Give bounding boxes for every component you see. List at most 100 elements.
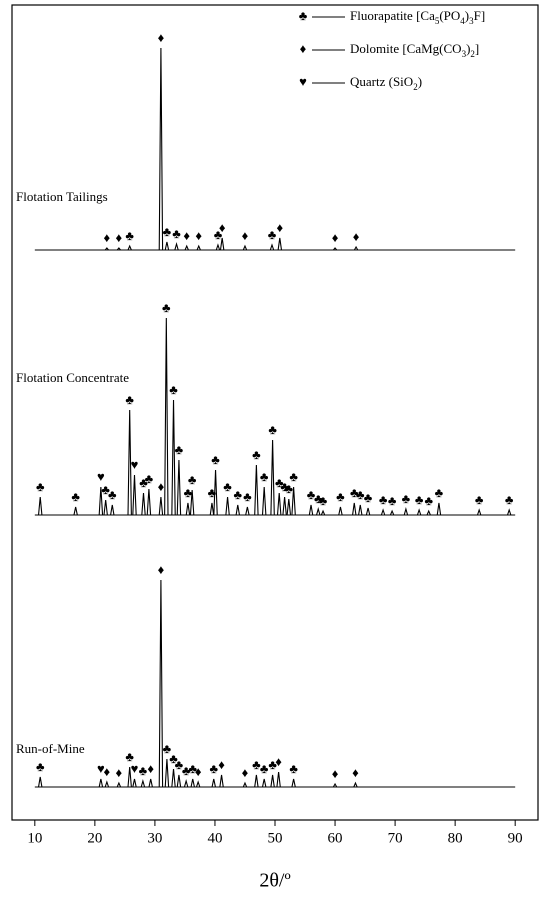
peak bbox=[365, 507, 371, 516]
peak bbox=[98, 778, 104, 788]
phase-marker: ♣ bbox=[243, 489, 252, 504]
peak bbox=[164, 758, 170, 788]
phase-marker: ♣ bbox=[36, 759, 45, 774]
peak bbox=[104, 247, 109, 251]
phase-marker: ♦ bbox=[218, 757, 225, 772]
peak bbox=[245, 506, 250, 516]
peak bbox=[132, 778, 137, 788]
legend-label-part: Dolomite [CaMg(CO bbox=[350, 41, 462, 56]
peak bbox=[176, 774, 182, 788]
peak bbox=[353, 245, 359, 251]
x-tick-label: 60 bbox=[328, 830, 343, 846]
peak bbox=[140, 778, 146, 788]
peak bbox=[174, 241, 179, 251]
phase-marker: ♣ bbox=[475, 492, 484, 507]
peak bbox=[98, 486, 104, 516]
phase-marker: ♣ bbox=[356, 487, 365, 502]
phase-marker: ♦ bbox=[116, 230, 123, 245]
x-tick-label: 50 bbox=[268, 830, 283, 846]
peak bbox=[37, 496, 43, 516]
phase-marker: ♦ bbox=[275, 754, 282, 769]
pattern-label: Flotation Tailings bbox=[16, 189, 108, 204]
phase-marker: ♣ bbox=[223, 479, 232, 494]
peak bbox=[276, 771, 281, 788]
peak bbox=[146, 488, 152, 516]
phase-marker: ♣ bbox=[260, 761, 269, 776]
phase-marker: ♥ bbox=[131, 761, 139, 776]
legend-label-part: ] bbox=[475, 41, 479, 56]
peak bbox=[103, 499, 108, 516]
phase-marker: ♣ bbox=[169, 751, 178, 766]
peak bbox=[416, 508, 422, 516]
legend-label-part: Quartz (SiO bbox=[350, 74, 413, 89]
peak bbox=[189, 489, 195, 516]
peak bbox=[211, 778, 216, 788]
phase-marker: ♣ bbox=[188, 761, 197, 776]
peak bbox=[352, 502, 357, 516]
phase-marker: ♣ bbox=[307, 487, 316, 502]
peak bbox=[183, 778, 189, 788]
phase-marker: ♣ bbox=[505, 492, 514, 507]
legend-label-part: Fluorapatite [Ca bbox=[350, 8, 435, 23]
legend-label-part: 3 bbox=[469, 16, 474, 26]
phase-marker: ♣ bbox=[139, 475, 148, 490]
x-tick-label: 40 bbox=[207, 830, 222, 846]
peak bbox=[190, 778, 195, 788]
peak bbox=[184, 244, 189, 251]
x-tick-label: 70 bbox=[388, 830, 403, 846]
peak bbox=[389, 509, 395, 516]
phase-marker: ♦ bbox=[116, 765, 123, 780]
phase-marker: ♣ bbox=[71, 489, 80, 504]
peak bbox=[332, 782, 338, 788]
phase-marker: ♣ bbox=[184, 485, 193, 500]
phase-marker: ♦ bbox=[242, 765, 249, 780]
peak bbox=[242, 781, 248, 788]
phase-marker: ♣ bbox=[252, 447, 261, 462]
phase-marker: ♣ bbox=[139, 763, 148, 778]
peak bbox=[215, 243, 221, 251]
peak bbox=[270, 774, 275, 788]
peak bbox=[277, 237, 283, 251]
peak bbox=[506, 508, 512, 516]
phase-marker: ♥ bbox=[131, 457, 139, 472]
phase-marker: ♦ bbox=[332, 230, 339, 245]
peak bbox=[116, 781, 122, 788]
peak bbox=[225, 496, 230, 516]
peak bbox=[436, 502, 442, 516]
phase-marker: ♣ bbox=[125, 749, 134, 764]
phase-marker: ♦ bbox=[158, 562, 165, 577]
peak bbox=[269, 243, 275, 251]
phase-marker: ♣ bbox=[125, 228, 134, 243]
x-tick-label: 20 bbox=[87, 830, 102, 846]
peak bbox=[219, 237, 225, 251]
x-tick-label: 30 bbox=[147, 830, 162, 846]
phase-marker: ♣ bbox=[319, 493, 328, 508]
phase-marker: ♦ bbox=[158, 30, 165, 45]
phase-marker: ♣ bbox=[211, 452, 220, 467]
peak bbox=[164, 317, 169, 516]
phase-marker: ♣ bbox=[145, 471, 154, 486]
legend-label-part: 3 bbox=[462, 49, 467, 59]
phase-marker: ♣ bbox=[175, 442, 184, 457]
phase-marker: ♥ bbox=[97, 469, 105, 484]
phase-marker: ♣ bbox=[209, 761, 218, 776]
phase-marker: ♣ bbox=[364, 490, 373, 505]
legend-label: Quartz (SiO2) bbox=[350, 74, 422, 92]
phase-marker: ♣ bbox=[169, 382, 178, 397]
peak bbox=[332, 247, 338, 251]
peak bbox=[261, 778, 267, 788]
legend-label-part: 2 bbox=[470, 49, 475, 59]
phase-marker: ♣ bbox=[163, 224, 172, 239]
phase-marker: ♣ bbox=[188, 472, 197, 487]
phase-marker: ♣ bbox=[162, 300, 171, 315]
phase-marker: ♦ bbox=[332, 766, 339, 781]
phase-marker: ♣ bbox=[172, 226, 181, 241]
peak bbox=[110, 504, 115, 516]
peak bbox=[270, 439, 275, 516]
peak bbox=[164, 241, 170, 251]
phase-marker: ♦ bbox=[158, 479, 165, 494]
legend-label: Dolomite [CaMg(CO3)2] bbox=[350, 41, 479, 59]
peak bbox=[171, 399, 176, 516]
phase-marker: ♣ bbox=[260, 469, 269, 484]
phase-marker: ♣ bbox=[289, 761, 298, 776]
